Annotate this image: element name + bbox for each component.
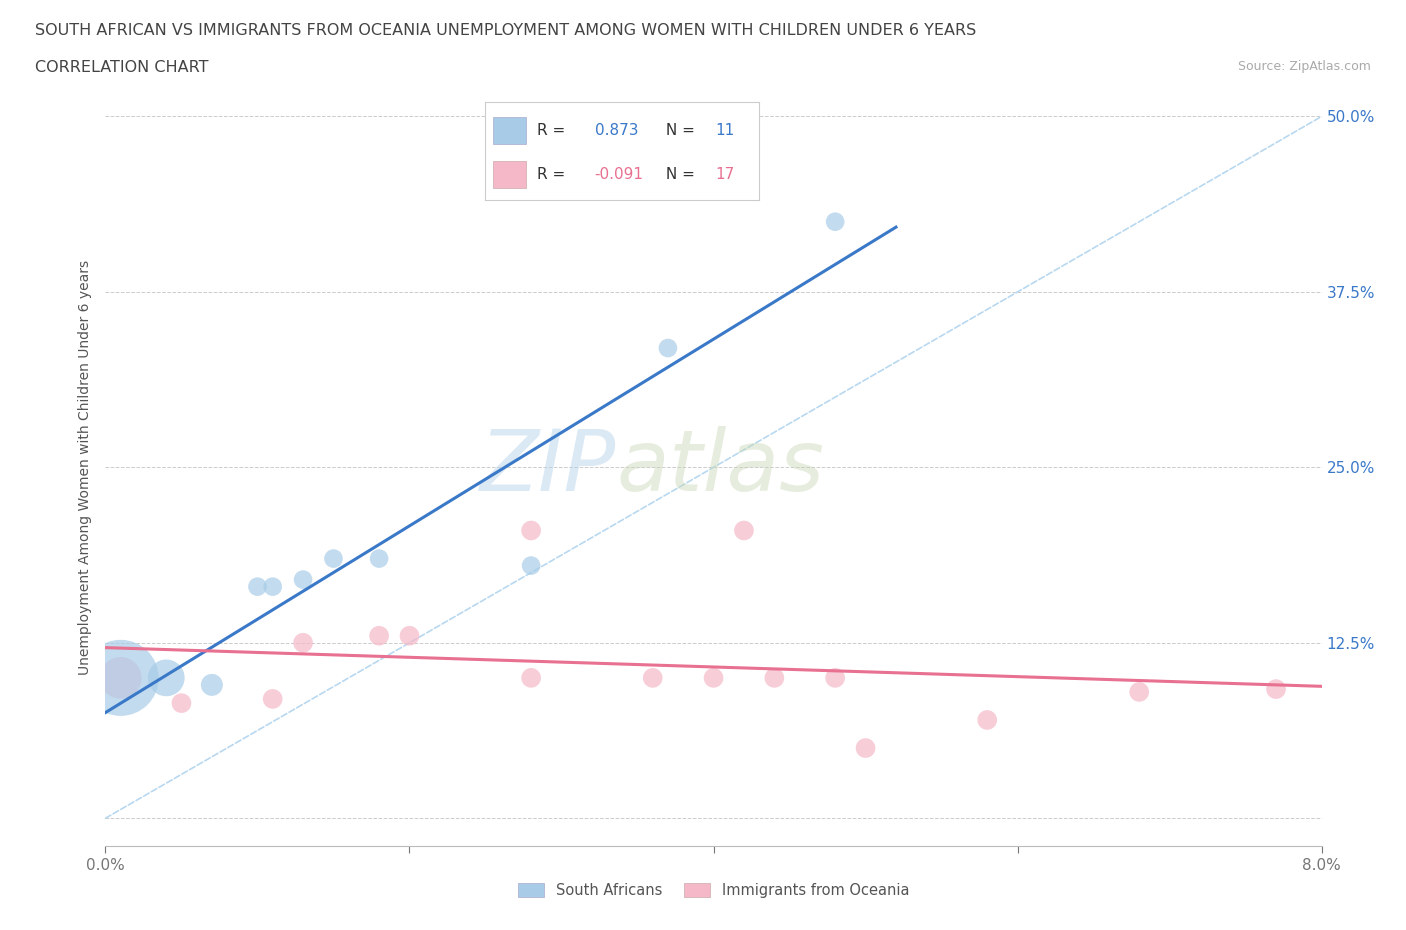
Point	[702, 671, 725, 685]
Point	[110, 671, 132, 685]
Point	[1128, 684, 1150, 699]
Point	[398, 629, 420, 644]
Text: 0.873: 0.873	[595, 123, 638, 139]
Text: 17: 17	[716, 167, 734, 182]
Point	[824, 214, 846, 229]
Point	[520, 671, 543, 685]
Text: -0.091: -0.091	[595, 167, 644, 182]
Point	[262, 692, 284, 707]
Point	[262, 579, 284, 594]
Point	[1265, 682, 1288, 697]
Y-axis label: Unemployment Among Women with Children Under 6 years: Unemployment Among Women with Children U…	[77, 259, 91, 675]
Point	[641, 671, 664, 685]
Point	[322, 551, 344, 566]
Point	[292, 635, 315, 650]
Text: CORRELATION CHART: CORRELATION CHART	[35, 60, 208, 75]
Point	[733, 523, 755, 538]
Text: SOUTH AFRICAN VS IMMIGRANTS FROM OCEANIA UNEMPLOYMENT AMONG WOMEN WITH CHILDREN : SOUTH AFRICAN VS IMMIGRANTS FROM OCEANIA…	[35, 23, 976, 38]
Text: R =: R =	[537, 167, 571, 182]
Text: Source: ZipAtlas.com: Source: ZipAtlas.com	[1237, 60, 1371, 73]
Legend: South Africans, Immigrants from Oceania: South Africans, Immigrants from Oceania	[512, 877, 915, 903]
Point	[520, 523, 543, 538]
Text: N =: N =	[661, 167, 699, 182]
Point	[170, 696, 193, 711]
Point	[520, 558, 543, 573]
Text: 11: 11	[716, 123, 734, 139]
Bar	[494, 117, 526, 144]
Point	[763, 671, 786, 685]
Point	[155, 671, 177, 685]
Point	[855, 740, 877, 755]
Text: ZIP: ZIP	[479, 426, 616, 509]
Point	[110, 671, 132, 685]
Point	[246, 579, 269, 594]
Point	[368, 551, 391, 566]
Point	[201, 677, 224, 692]
Point	[976, 712, 998, 727]
Text: atlas: atlas	[616, 426, 824, 509]
Point	[292, 572, 315, 587]
Point	[824, 671, 846, 685]
Bar	[494, 161, 526, 188]
Point	[657, 340, 679, 355]
Point	[368, 629, 391, 644]
Text: R =: R =	[537, 123, 571, 139]
Text: N =: N =	[661, 123, 699, 139]
